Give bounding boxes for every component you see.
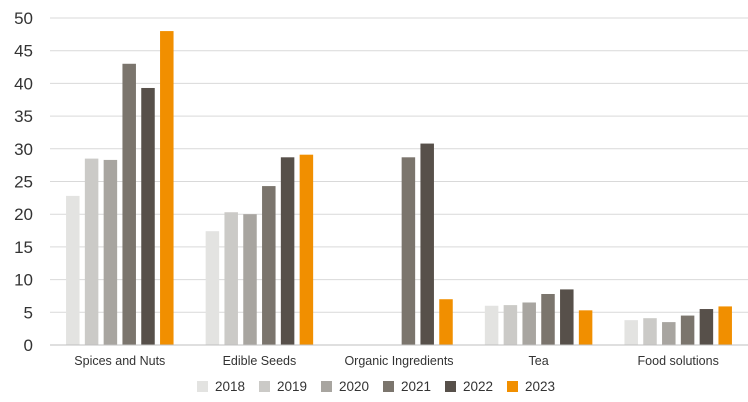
legend-swatch-2020 — [321, 381, 332, 392]
bar-2021-food-solutions — [680, 315, 695, 345]
bar-2022-organic-ingredients — [420, 143, 434, 345]
category-label: Edible Seeds — [223, 354, 297, 368]
bar-2020-food-solutions — [662, 322, 676, 345]
bar-2021-spices-and-nuts — [122, 63, 136, 345]
bar-2022-edible-seeds — [280, 157, 295, 345]
legend-swatch-2018 — [197, 381, 208, 392]
legend-label-2022: 2022 — [463, 379, 493, 394]
bar-2019-spices-and-nuts — [84, 158, 99, 345]
y-tick-label-40: 40 — [14, 74, 33, 93]
y-tick-label-45: 45 — [14, 42, 33, 61]
bar-series — [66, 31, 732, 346]
bar-2020-spices-and-nuts — [103, 159, 118, 345]
bar-2020-edible-seeds — [243, 214, 257, 345]
bar-2022-tea — [560, 289, 574, 345]
bar-2023-tea — [578, 310, 593, 345]
bar-2018-tea — [484, 305, 499, 345]
category-label: Spices and Nuts — [74, 354, 165, 368]
y-tick-label-0: 0 — [24, 336, 33, 355]
bar-2018-spices-and-nuts — [66, 195, 80, 345]
legend-swatch-2022 — [445, 381, 456, 392]
bar-2019-edible-seeds — [224, 212, 238, 345]
y-tick-label-20: 20 — [14, 205, 33, 224]
bar-2023-organic-ingredients — [439, 299, 453, 345]
legend-label-2021: 2021 — [401, 379, 431, 394]
bar-2021-organic-ingredients — [401, 157, 416, 345]
bar-2021-tea — [541, 293, 555, 345]
bar-2023-spices-and-nuts — [160, 31, 174, 346]
bar-2019-food-solutions — [643, 318, 657, 345]
bar-2018-food-solutions — [624, 320, 638, 345]
bar-2023-edible-seeds — [299, 154, 314, 345]
bar-2018-edible-seeds — [205, 231, 220, 345]
y-tick-label-10: 10 — [14, 271, 33, 290]
y-tick-label-25: 25 — [14, 173, 33, 192]
category-label: Organic Ingredients — [344, 354, 453, 368]
legend-label-2018: 2018 — [215, 379, 245, 394]
legend-swatch-2021 — [383, 381, 394, 392]
bar-2019-tea — [503, 305, 518, 345]
x-axis-category-labels: Spices and Nuts Edible Seeds Organic Ingre… — [74, 354, 719, 368]
legend-label-2019: 2019 — [277, 379, 307, 394]
legend-swatch-2023 — [507, 381, 518, 392]
y-tick-label-35: 35 — [14, 107, 33, 126]
y-axis-tick-labels: 0 5 10 15 20 25 30 35 40 45 50 — [14, 9, 33, 355]
category-label: Food solutions — [638, 354, 719, 368]
legend-swatch-2019 — [259, 381, 270, 392]
y-tick-label-50: 50 — [14, 9, 33, 28]
y-tick-label-5: 5 — [24, 303, 33, 322]
y-tick-label-15: 15 — [14, 238, 33, 257]
bar-2020-tea — [522, 302, 536, 345]
bar-2022-spices-and-nuts — [141, 87, 155, 345]
y-tick-label-30: 30 — [14, 140, 33, 159]
bar-2023-food-solutions — [718, 306, 732, 345]
legend-label-2020: 2020 — [339, 379, 369, 394]
bar-2021-edible-seeds — [262, 186, 276, 345]
legend: 2018 2019 2020 2021 2022 2023 — [197, 379, 555, 394]
legend-label-2023: 2023 — [525, 379, 555, 394]
category-label: Tea — [529, 354, 549, 368]
bar-2022-food-solutions — [699, 309, 714, 345]
